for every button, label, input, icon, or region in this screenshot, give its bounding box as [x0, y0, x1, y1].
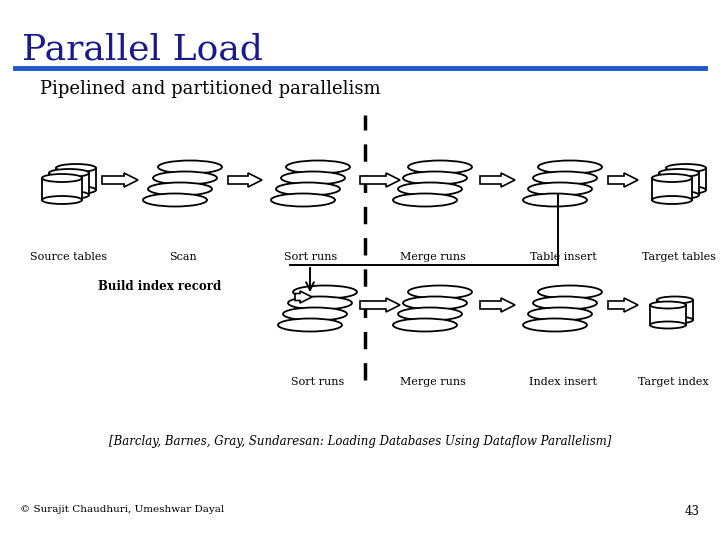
Ellipse shape — [278, 319, 342, 332]
Ellipse shape — [148, 183, 212, 195]
Polygon shape — [666, 168, 706, 190]
Text: Source tables: Source tables — [30, 252, 107, 262]
Ellipse shape — [49, 191, 89, 199]
Ellipse shape — [666, 164, 706, 172]
Ellipse shape — [271, 193, 335, 206]
Ellipse shape — [153, 172, 217, 185]
Ellipse shape — [281, 172, 345, 185]
Text: © Surajit Chaudhuri, Umeshwar Dayal: © Surajit Chaudhuri, Umeshwar Dayal — [20, 505, 224, 514]
Text: Sort runs: Sort runs — [292, 377, 345, 387]
Ellipse shape — [659, 191, 699, 199]
Text: Table insert: Table insert — [530, 252, 596, 262]
Text: Target index: Target index — [638, 377, 708, 387]
Polygon shape — [42, 178, 82, 200]
Ellipse shape — [528, 307, 592, 321]
Ellipse shape — [42, 196, 82, 204]
Ellipse shape — [293, 286, 357, 299]
Ellipse shape — [652, 174, 692, 182]
Ellipse shape — [538, 286, 602, 299]
Ellipse shape — [533, 172, 597, 185]
Text: Scan: Scan — [169, 252, 197, 262]
Ellipse shape — [56, 164, 96, 172]
Ellipse shape — [49, 169, 89, 177]
Text: Target tables: Target tables — [642, 252, 716, 262]
Polygon shape — [102, 173, 138, 187]
Ellipse shape — [398, 183, 462, 195]
Ellipse shape — [393, 193, 457, 206]
Ellipse shape — [528, 183, 592, 195]
Text: Pipelined and partitioned parallelism: Pipelined and partitioned parallelism — [40, 80, 381, 98]
Polygon shape — [228, 173, 262, 187]
Ellipse shape — [158, 160, 222, 173]
Ellipse shape — [276, 183, 340, 195]
Ellipse shape — [659, 169, 699, 177]
Polygon shape — [480, 173, 515, 187]
Polygon shape — [295, 291, 312, 303]
Ellipse shape — [523, 193, 587, 206]
Ellipse shape — [533, 296, 597, 309]
Polygon shape — [49, 173, 89, 195]
Polygon shape — [652, 178, 692, 200]
Polygon shape — [608, 173, 638, 187]
Ellipse shape — [56, 186, 96, 194]
Ellipse shape — [403, 172, 467, 185]
Ellipse shape — [42, 174, 82, 182]
Ellipse shape — [657, 316, 693, 323]
Ellipse shape — [393, 319, 457, 332]
Polygon shape — [480, 298, 515, 312]
Text: Parallel Load: Parallel Load — [22, 32, 263, 66]
Polygon shape — [659, 173, 699, 195]
Polygon shape — [360, 173, 400, 187]
Polygon shape — [360, 298, 400, 312]
Text: Sort runs: Sort runs — [284, 252, 338, 262]
Ellipse shape — [403, 296, 467, 309]
Ellipse shape — [650, 301, 686, 308]
Ellipse shape — [286, 160, 350, 173]
Polygon shape — [657, 300, 693, 320]
Text: [Barclay, Barnes, Gray, Sundaresan: Loading Databases Using Dataflow Parallelism: [Barclay, Barnes, Gray, Sundaresan: Load… — [109, 435, 611, 448]
Ellipse shape — [538, 160, 602, 173]
Ellipse shape — [283, 307, 347, 321]
Ellipse shape — [408, 160, 472, 173]
Text: Build index record: Build index record — [99, 280, 222, 293]
Ellipse shape — [143, 193, 207, 206]
Ellipse shape — [408, 286, 472, 299]
Ellipse shape — [657, 296, 693, 303]
Text: Index insert: Index insert — [529, 377, 597, 387]
Ellipse shape — [288, 296, 352, 309]
Polygon shape — [608, 298, 638, 312]
Polygon shape — [56, 168, 96, 190]
Ellipse shape — [650, 321, 686, 328]
Text: Merge runs: Merge runs — [400, 252, 466, 262]
Ellipse shape — [652, 196, 692, 204]
Ellipse shape — [666, 186, 706, 194]
Polygon shape — [650, 305, 686, 325]
Ellipse shape — [523, 319, 587, 332]
Ellipse shape — [398, 307, 462, 321]
Text: Merge runs: Merge runs — [400, 377, 466, 387]
Text: 43: 43 — [685, 505, 700, 518]
